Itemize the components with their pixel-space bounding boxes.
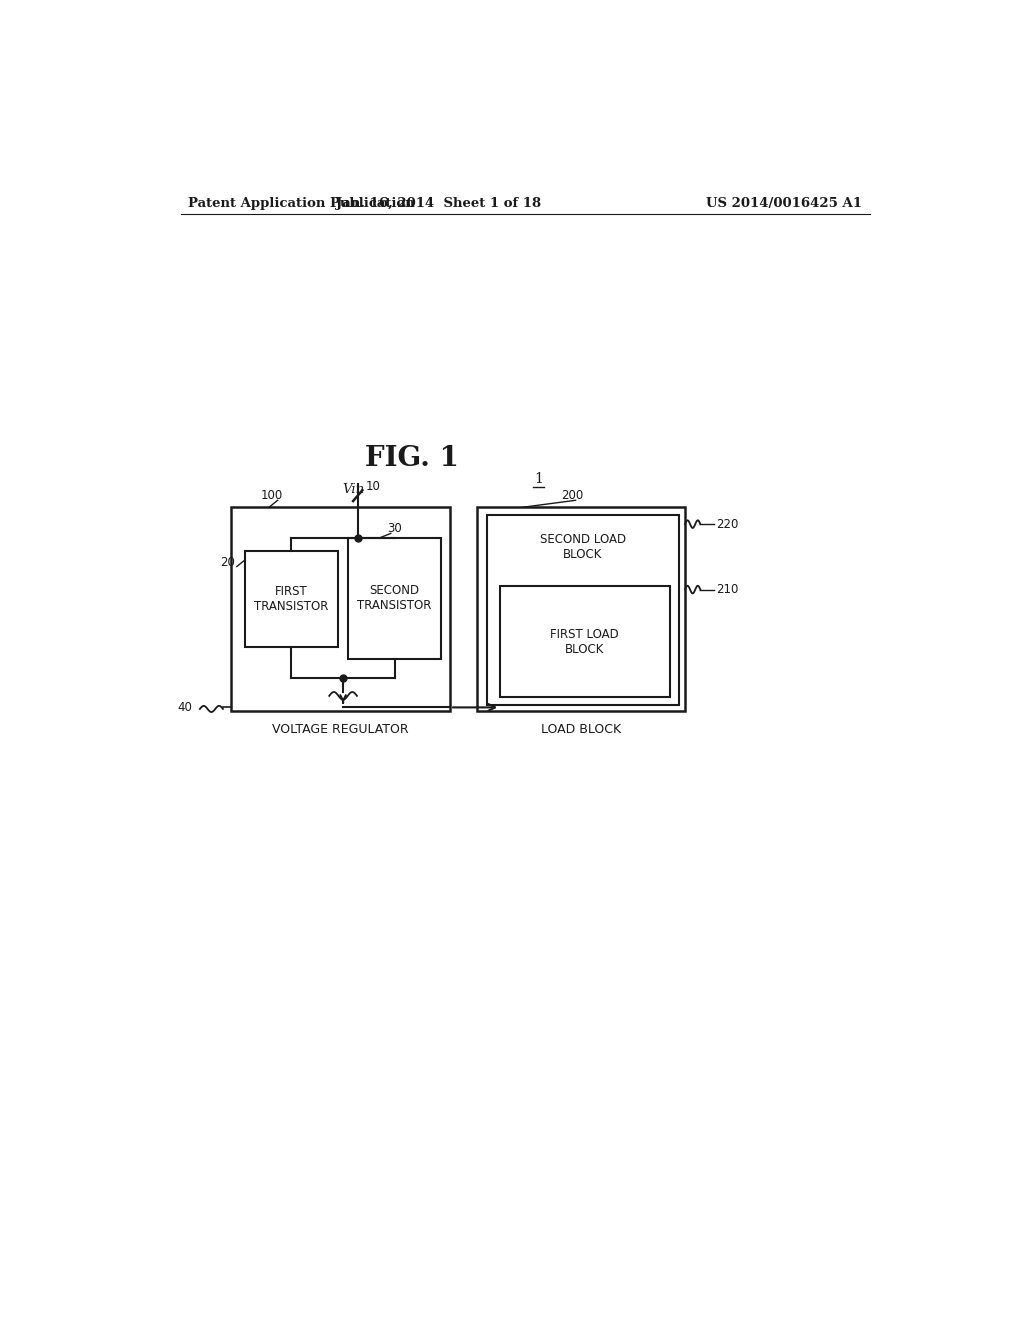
Text: LOAD BLOCK: LOAD BLOCK bbox=[541, 723, 622, 737]
Text: VOLTAGE REGULATOR: VOLTAGE REGULATOR bbox=[272, 723, 409, 737]
Text: Patent Application Publication: Patent Application Publication bbox=[188, 197, 415, 210]
Text: 210: 210 bbox=[716, 583, 738, 597]
Bar bbox=[230, 507, 451, 711]
Bar bbox=[245, 552, 339, 647]
Text: Jan. 16, 2014  Sheet 1 of 18: Jan. 16, 2014 Sheet 1 of 18 bbox=[336, 197, 541, 210]
Text: 40: 40 bbox=[177, 701, 193, 714]
Bar bbox=[487, 515, 679, 705]
Text: Vin: Vin bbox=[342, 483, 365, 496]
Text: 10: 10 bbox=[366, 480, 380, 492]
Text: FIRST LOAD
BLOCK: FIRST LOAD BLOCK bbox=[551, 627, 620, 656]
Text: FIG. 1: FIG. 1 bbox=[365, 445, 459, 473]
Text: 1: 1 bbox=[535, 471, 543, 486]
Bar bbox=[477, 507, 685, 711]
Text: SECOND LOAD
BLOCK: SECOND LOAD BLOCK bbox=[540, 533, 626, 561]
Text: SECOND
TRANSISTOR: SECOND TRANSISTOR bbox=[357, 585, 432, 612]
Text: 220: 220 bbox=[716, 517, 738, 531]
Text: 30: 30 bbox=[387, 523, 402, 536]
Text: FIRST
TRANSISTOR: FIRST TRANSISTOR bbox=[254, 585, 329, 614]
Bar bbox=[348, 539, 441, 659]
Text: 20: 20 bbox=[220, 556, 236, 569]
Text: 200: 200 bbox=[561, 490, 583, 502]
Bar bbox=[500, 586, 670, 697]
Text: US 2014/0016425 A1: US 2014/0016425 A1 bbox=[707, 197, 862, 210]
Text: 100: 100 bbox=[260, 490, 283, 502]
